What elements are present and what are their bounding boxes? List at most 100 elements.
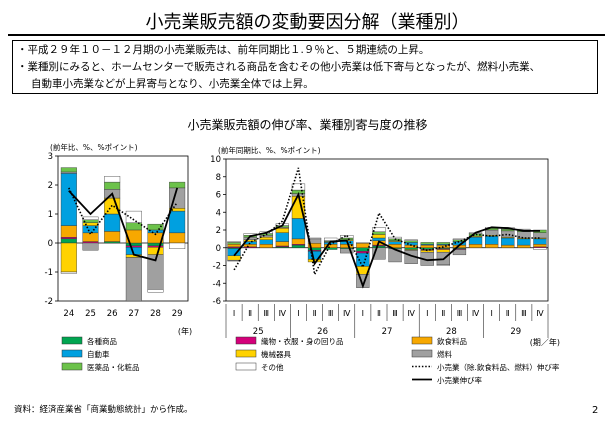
source-note: 資料：経済産業省「商業動態統計」から作成。 (14, 405, 193, 415)
annual-bar-auto (60, 173, 77, 226)
quarterly-ytick-label: -6 (213, 297, 221, 307)
quarterly-bar-fuel (340, 248, 354, 254)
quarterly-bar-general (291, 244, 306, 248)
quarterly-bar-food (501, 244, 515, 248)
annual-bar-fuel (82, 242, 99, 251)
annual-bar-fuel (125, 257, 142, 302)
quarterly-bar-fuel (372, 247, 386, 260)
annual-ytick-label: 1 (48, 210, 53, 220)
quarterly-line-total (233, 191, 540, 289)
quarterly-ytick-label: 0 (216, 244, 221, 254)
annual-xtick-label: 25 (85, 309, 96, 319)
annual-line-total (68, 187, 179, 262)
quarterly-bar-food (275, 241, 289, 247)
quarterly-ytick-label: -2 (213, 262, 221, 272)
quarterly-bar-auto (485, 236, 499, 245)
legend-label-excl: 小売業（除.飲食料品、燃料）伸び率 (437, 362, 560, 372)
quarterly-bar-food (517, 244, 531, 248)
quarterly-bar-fuel (452, 249, 467, 256)
quarterly-bar-machinery (436, 249, 450, 253)
legend-label-total: 小売業伸び率 (437, 375, 482, 385)
quarterly-bar-other (324, 237, 338, 241)
quarterly-bar-auto (501, 237, 515, 246)
legend-label-machinery: 機械器具 (261, 349, 291, 359)
annual-bar-other (60, 271, 77, 274)
quarterly-units-label: (前年同期比、%、%ポイント) (218, 145, 321, 155)
quarterly-xtick-label: Ⅲ (392, 309, 398, 318)
annual-bar-other (125, 210, 142, 223)
quarterly-bar-drug (227, 242, 241, 245)
quarterly-bar-auto (275, 232, 289, 242)
quarterly-ytick-label: -4 (213, 279, 221, 289)
quarterly-bar-other (388, 236, 402, 240)
annual-bar-drug (104, 181, 121, 190)
quarterly-bar-food (227, 243, 241, 248)
legend-swatch-drug (61, 362, 83, 371)
quarterly-bar-other (404, 239, 418, 241)
page-title: 小売業販売額の変動要因分解（業種別） (145, 12, 470, 33)
quarterly-bar-auto (533, 238, 547, 245)
annual-bar-general (125, 242, 142, 247)
quarterly-bar-fuel (227, 259, 241, 262)
annual-bar-drug (147, 223, 164, 231)
chart-title: 小売業販売額の伸び率、業種別寄与度の推移 (187, 118, 428, 132)
quarterly-bar-drug (420, 242, 434, 245)
quarterly-ytick-label: 2 (216, 226, 221, 236)
quarterly-bar-auto (372, 237, 386, 241)
legend-label-other: その他 (261, 362, 284, 372)
quarterly-year-label: 26 (317, 327, 328, 337)
annual-bar-other (82, 216, 99, 220)
quarterly-bar-food (533, 243, 547, 248)
quarterly-x-unit: (期／年) (530, 337, 560, 347)
annual-bar-food (60, 225, 77, 238)
annual-ytick-label: -2 (45, 297, 53, 307)
quarterly-year-label: 25 (253, 327, 264, 337)
annual-bar-food (82, 232, 99, 242)
quarterly-bar-other (372, 227, 386, 232)
annual-bar-textile (147, 245, 164, 248)
annual-bar-general (60, 238, 77, 244)
quarterly-bar-auto (259, 239, 273, 245)
quarterly-xtick-label: Ⅲ (263, 309, 269, 318)
quarterly-bar-auto (291, 218, 306, 240)
quarterly-xtick-label: Ⅱ (377, 309, 381, 318)
quarterly-bar-auto (517, 238, 531, 246)
legend-label-textile: 織物・衣服・身の回り品 (261, 336, 344, 346)
annual-bar-textile (82, 241, 99, 244)
page-number: 2 (592, 405, 599, 416)
summary-bullet-2-cont: 自動車小売業などが上昇寄与となり、小売業全体では上昇。 (31, 78, 314, 90)
annual-bar-auto (169, 210, 186, 234)
quarterly-ytick-label: 8 (216, 173, 221, 183)
quarterly-xtick-label: Ⅱ (506, 309, 510, 318)
annual-bar-other (169, 242, 186, 250)
quarterly-bar-food (420, 244, 434, 248)
quarterly-xtick-label: Ⅰ (426, 309, 428, 318)
quarterly-xtick-label: Ⅱ (313, 309, 317, 318)
quarterly-xtick-label: Ⅳ (279, 309, 287, 318)
quarterly-year-label: 27 (382, 327, 393, 337)
legend-label-food: 飲食料品 (437, 336, 467, 346)
quarterly-bar-food (243, 243, 257, 248)
quarterly-xtick-label: Ⅰ (297, 309, 299, 318)
annual-bar-drug (60, 167, 77, 173)
quarterly-bar-food (259, 243, 273, 248)
quarterly-bar-food (468, 243, 483, 248)
quarterly-bar-fuel (485, 229, 499, 236)
quarterly-year-label: 29 (510, 327, 521, 337)
annual-xtick-label: 24 (63, 309, 74, 319)
annual-ytick-label: 3 (48, 152, 53, 162)
quarterly-xtick-label: Ⅲ (328, 309, 334, 318)
annual-plot-frame (57, 155, 189, 302)
annual-xtick-label: 27 (128, 309, 139, 319)
annual-units-label: (前年比、%、%ポイント) (50, 142, 138, 152)
annual-bar-auto (104, 213, 121, 232)
quarterly-bar-other (356, 242, 370, 244)
quarterly-xtick-label: Ⅱ (441, 309, 445, 318)
quarterly-xtick-label: Ⅱ (248, 309, 252, 318)
legend-label-fuel: 燃料 (437, 349, 452, 359)
quarterly-bar-other (227, 241, 241, 243)
legend-label-general: 各種商品 (87, 336, 117, 346)
title-underline (8, 34, 605, 36)
quarterly-bar-food (356, 243, 370, 248)
